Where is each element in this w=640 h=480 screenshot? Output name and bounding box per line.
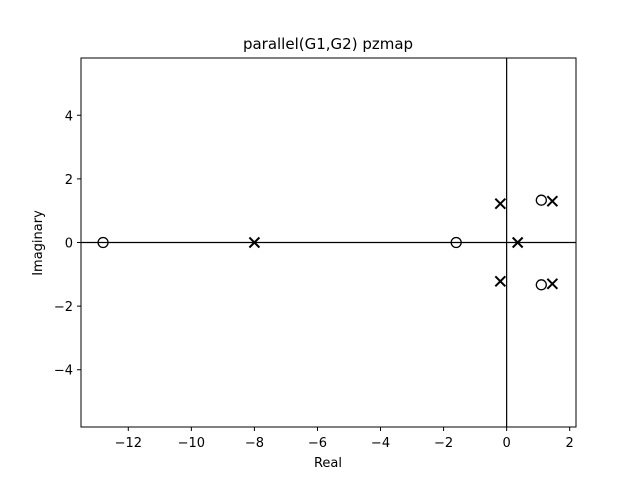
pole-marker (546, 278, 559, 290)
plot-frame (80, 57, 577, 428)
y-tick-label: 2 (65, 173, 73, 188)
x-tick-label: −12 (115, 436, 142, 451)
pole-marker (546, 195, 559, 207)
pole-marker (511, 236, 524, 249)
chart-title: parallel(G1,G2) pzmap (243, 35, 413, 53)
pole-marker (248, 236, 261, 249)
x-tick-label: 0 (502, 436, 510, 451)
x-tick-label: −6 (308, 436, 327, 451)
zero-marker (535, 279, 547, 291)
zero-marker (97, 236, 109, 249)
zero-marker (535, 194, 547, 206)
x-tick-label: −8 (245, 436, 264, 451)
x-axis-label: Real (314, 456, 342, 471)
zero-marker (450, 236, 462, 249)
pole-marker (494, 197, 507, 210)
x-tick-label: −10 (178, 436, 205, 451)
y-tick-label: −2 (54, 300, 73, 315)
x-tick-label: 2 (566, 436, 574, 451)
x-tick-label: −2 (434, 436, 453, 451)
plot-area: −12 −10 −8 −6 −4 −2 0 2 −4 −2 0 2 4 (54, 57, 577, 451)
y-tick-label: 4 (65, 109, 73, 124)
y-axis-label: Imaginary (31, 210, 46, 276)
y-tick-label: 0 (65, 237, 73, 252)
pole-marker (494, 275, 507, 288)
x-tick-label: −4 (371, 436, 390, 451)
y-tick-label: −4 (54, 364, 73, 379)
